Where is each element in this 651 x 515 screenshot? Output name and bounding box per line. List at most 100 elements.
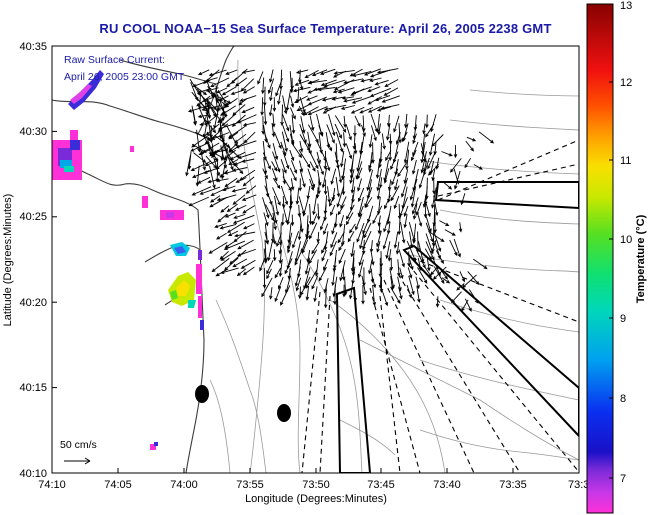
current-vector <box>353 286 358 302</box>
current-vector <box>425 114 429 129</box>
current-vector <box>349 169 355 185</box>
current-vector <box>262 86 267 107</box>
current-vector <box>272 151 281 173</box>
current-vector <box>267 241 273 262</box>
current-vector <box>460 193 466 206</box>
current-vector <box>408 275 415 296</box>
current-vector <box>417 213 423 227</box>
current-vector <box>359 232 365 250</box>
current-vector <box>232 258 248 268</box>
current-vector <box>341 167 346 180</box>
current-vector <box>417 267 428 284</box>
current-vector <box>356 222 365 243</box>
current-vector <box>349 223 356 234</box>
current-vector <box>401 131 408 143</box>
current-vector <box>299 160 304 173</box>
current-vector <box>343 78 364 85</box>
current-vector <box>410 149 417 162</box>
current-vector <box>454 170 461 190</box>
current-vector <box>415 201 422 216</box>
current-vector <box>358 250 365 267</box>
current-vector <box>226 221 245 233</box>
current-vector <box>280 159 287 174</box>
current-vector <box>345 212 354 226</box>
y-tick-label: 40:35 <box>19 41 47 53</box>
current-vector <box>210 186 229 196</box>
current-vector <box>417 257 423 272</box>
current-vector <box>284 258 293 275</box>
current-vector <box>331 222 336 235</box>
current-vector <box>188 196 210 207</box>
current-vector <box>231 187 247 193</box>
current-vector <box>211 143 216 157</box>
current-vector <box>241 194 257 201</box>
current-vector <box>350 106 365 114</box>
current-vector <box>295 69 309 74</box>
current-vector <box>233 213 246 219</box>
current-vector <box>309 222 318 240</box>
current-vector <box>323 179 328 196</box>
current-vector <box>211 258 230 273</box>
y-tick-label: 40:20 <box>19 297 47 309</box>
current-vector <box>311 69 328 77</box>
current-vector <box>292 86 311 93</box>
current-vector <box>195 165 200 187</box>
x-tick-label: 74:10 <box>38 479 66 491</box>
current-vector <box>193 152 207 163</box>
current-vector <box>225 69 238 75</box>
current-vector <box>333 69 355 75</box>
current-vector <box>241 106 255 113</box>
current-vector <box>323 150 328 170</box>
y-tick-label: 40:30 <box>19 126 47 138</box>
current-vector <box>272 187 281 206</box>
current-vector <box>465 140 475 152</box>
current-vector <box>351 70 372 77</box>
current-vector <box>356 151 362 172</box>
current-vector <box>466 136 477 142</box>
current-vector <box>356 167 363 180</box>
current-vector <box>217 213 228 223</box>
colorbar-tick-label: 8 <box>620 393 626 405</box>
current-vector <box>381 133 386 150</box>
current-vector <box>234 133 247 144</box>
current-vector <box>294 251 302 266</box>
current-vector <box>425 202 431 218</box>
current-vector <box>300 276 311 296</box>
x-tick-label: 73:55 <box>236 479 264 491</box>
current-vector <box>237 239 254 250</box>
current-vector <box>234 231 256 238</box>
current-vector <box>365 197 373 209</box>
x-tick-label: 74:00 <box>170 479 198 491</box>
current-vector <box>424 213 432 233</box>
current-vector <box>198 107 208 127</box>
current-vector <box>330 168 337 185</box>
current-vector <box>234 204 247 211</box>
x-axis <box>51 468 514 473</box>
current-vector <box>218 96 232 104</box>
current-vector <box>357 178 362 192</box>
current-vector <box>262 197 270 219</box>
current-vector <box>227 230 239 237</box>
current-vector <box>272 232 277 245</box>
current-vector <box>269 287 273 300</box>
current-vector <box>368 158 374 170</box>
current-vector <box>337 231 345 244</box>
current-vector <box>380 104 400 110</box>
current-vector <box>410 186 417 208</box>
current-vector <box>190 82 199 102</box>
current-vector <box>351 96 371 104</box>
current-vector <box>411 197 419 215</box>
current-vector <box>299 140 304 153</box>
current-vector <box>300 116 306 134</box>
current-vector <box>307 168 316 189</box>
current-vector <box>266 259 274 275</box>
current-vector <box>311 213 318 226</box>
current-vector <box>272 113 276 128</box>
current-vector <box>197 114 210 119</box>
current-vector <box>330 232 338 249</box>
current-vector <box>294 95 308 103</box>
current-vector <box>416 286 421 303</box>
current-vector <box>473 164 483 170</box>
current-vector <box>330 204 336 216</box>
current-vector <box>236 268 247 277</box>
